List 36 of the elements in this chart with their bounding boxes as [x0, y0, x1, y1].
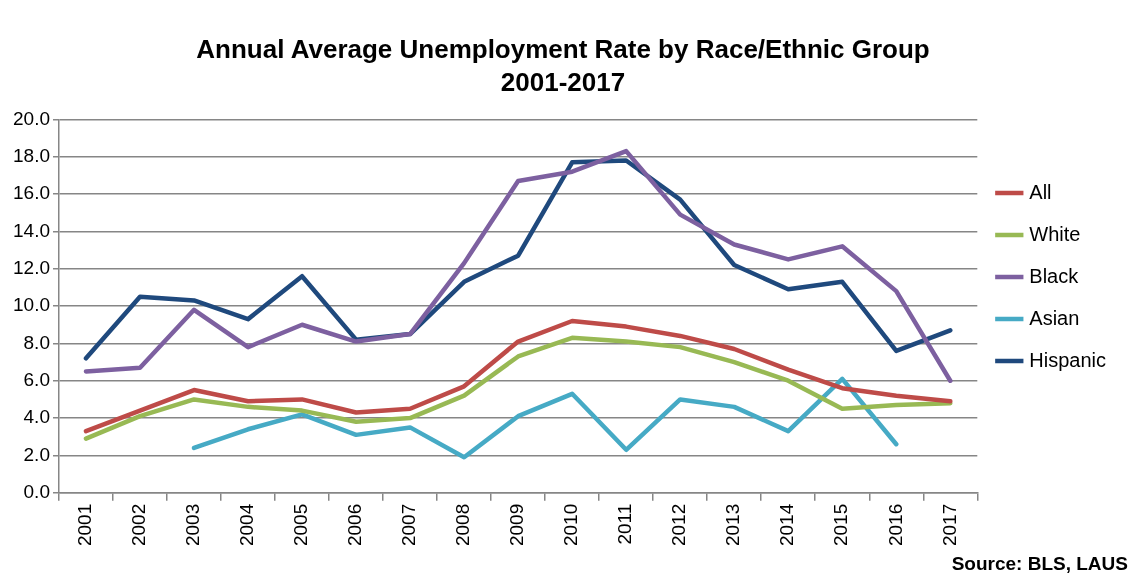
y-tick-label: 16.0: [13, 182, 50, 204]
legend-label: All: [1029, 180, 1052, 203]
x-tick-label: 2017: [938, 503, 960, 547]
y-tick-label: 6.0: [23, 368, 50, 390]
legend-label: Asian: [1029, 306, 1080, 329]
x-tick-label: 2012: [668, 503, 690, 547]
y-tick-label: 20.0: [13, 107, 50, 129]
legend-label: White: [1029, 222, 1081, 245]
x-tick-label: 2003: [182, 503, 204, 547]
x-tick-label: 2005: [290, 503, 312, 547]
x-tick-label: 2007: [398, 503, 420, 547]
y-tick-label: 0.0: [23, 480, 50, 502]
y-tick-label: 10.0: [13, 294, 50, 316]
x-tick-label: 2016: [884, 503, 906, 547]
x-tick-label: 2010: [560, 503, 582, 547]
x-tick-label: 2009: [506, 503, 528, 547]
y-tick-label: 14.0: [13, 219, 50, 241]
x-tick-label: 2002: [128, 503, 150, 547]
y-tick-label: 18.0: [13, 144, 50, 166]
x-tick-label: 2013: [722, 503, 744, 547]
x-tick-label: 2015: [830, 503, 852, 547]
x-tick-label: 2001: [74, 503, 96, 547]
y-tick-label: 4.0: [23, 406, 50, 428]
legend-label: Hispanic: [1029, 348, 1106, 371]
y-tick-label: 8.0: [23, 331, 50, 353]
legend-label: Black: [1029, 264, 1080, 287]
x-tick-label: 2008: [452, 503, 474, 547]
source-note: Source: BLS, LAUS: [951, 553, 1128, 575]
x-tick-label: 2006: [344, 503, 366, 547]
chart-title: Annual Average Unemployment Rate by Race/Ethnic Group: [196, 33, 930, 64]
x-tick-label: 2014: [776, 503, 798, 547]
x-tick-label: 2004: [236, 503, 258, 547]
chart-subtitle: 2001-2017: [500, 66, 626, 97]
y-tick-label: 12.0: [13, 256, 50, 278]
x-tick-label: 2011: [614, 503, 636, 545]
y-tick-label: 2.0: [23, 443, 50, 465]
